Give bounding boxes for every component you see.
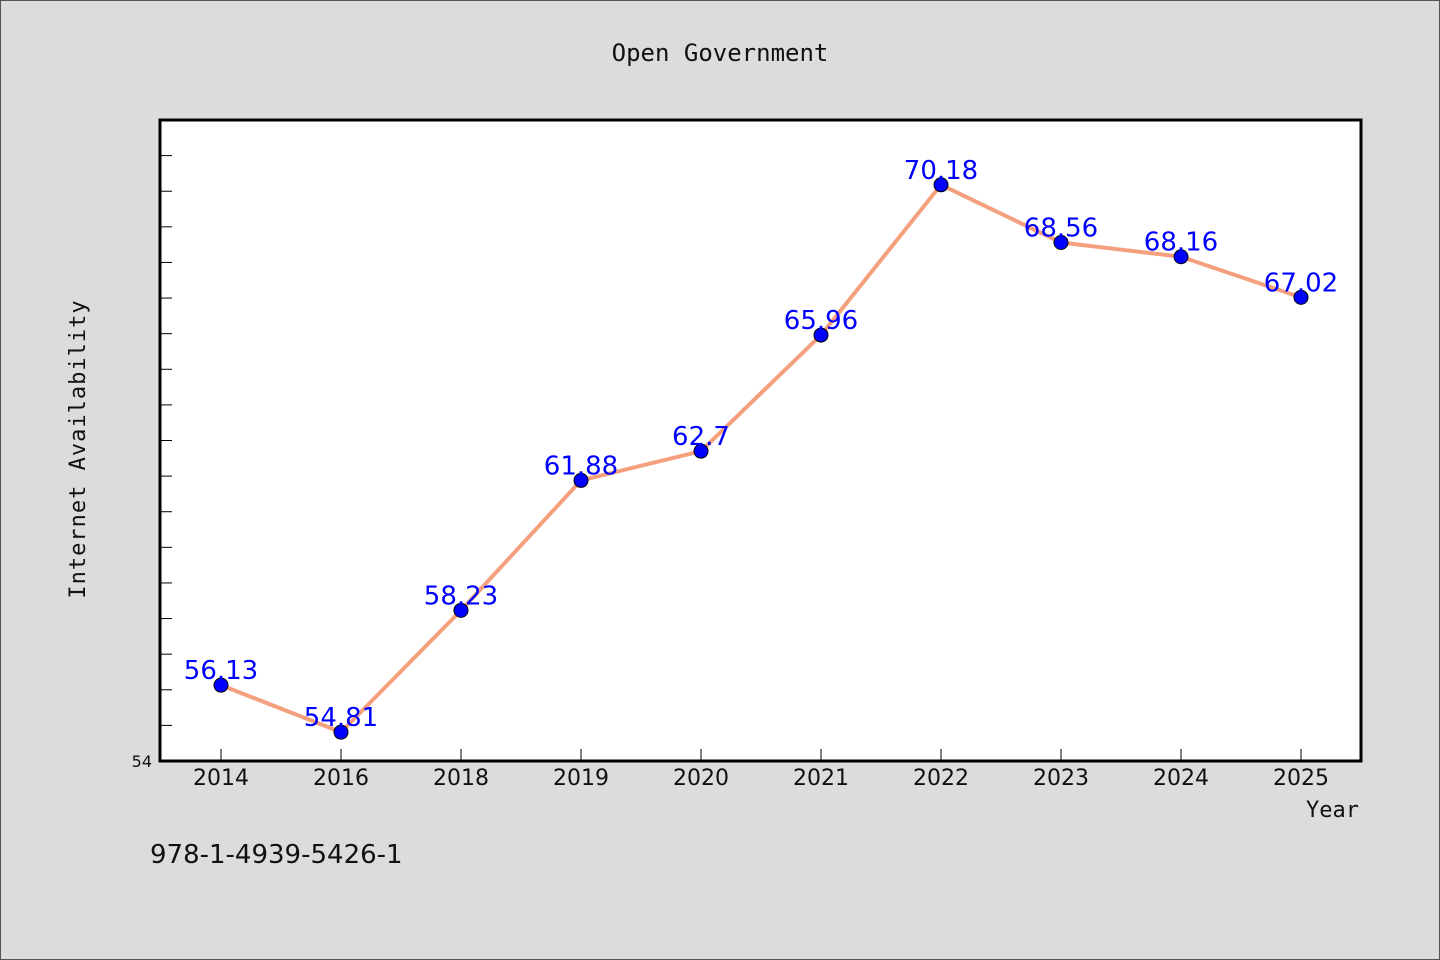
x-tick-label: 2020	[673, 766, 729, 791]
data-label-2022: 70.18	[904, 156, 978, 186]
x-tick-label: 2023	[1033, 766, 1089, 791]
x-tick-label: 2014	[193, 766, 249, 791]
data-label-2024: 68.16	[1144, 228, 1218, 258]
data-point-2025	[1293, 289, 1309, 305]
y-axis-label: Internet Availability	[66, 299, 91, 598]
data-point-2024	[1173, 249, 1189, 265]
data-point-2020	[693, 443, 709, 459]
data-point-2022	[933, 177, 949, 193]
data-point-2023	[1053, 235, 1069, 251]
data-point-2021	[813, 327, 829, 343]
data-label-2018: 58.23	[424, 581, 498, 611]
y-axis-ticks: 54	[132, 119, 172, 771]
data-point-2019	[573, 472, 589, 488]
series-layer: 56.13 54.81 58.23 61.88 62.7 65.96 70.18 68.56 6…	[184, 156, 1338, 740]
footer-identifier: 978-1-4939-5426-1	[150, 840, 403, 870]
series-line	[220, 182, 1302, 735]
data-label-2023: 68.56	[1024, 214, 1098, 244]
data-label-2014: 56.13	[184, 656, 258, 686]
x-tick-label: 2016	[313, 766, 369, 791]
x-axis-label: Year	[1306, 798, 1359, 823]
data-label-2025: 67.02	[1264, 268, 1338, 298]
x-axis-ticks: 2014 2016 2018 2019 2020 2021 2022 2023 2024 2025	[193, 749, 1329, 791]
x-tick-label: 2018	[433, 766, 489, 791]
data-point-2016	[333, 724, 349, 740]
data-label-2019: 61.88	[544, 451, 618, 481]
x-tick-label: 2021	[793, 766, 849, 791]
x-tick-label: 2025	[1273, 766, 1329, 791]
x-tick-label: 2024	[1153, 766, 1209, 791]
plot-area	[158, 118, 1363, 763]
x-tick-label: 2019	[553, 766, 609, 791]
data-point-2014	[213, 677, 229, 693]
chart-title: Open Government	[612, 39, 829, 67]
data-label-2021: 65.96	[784, 306, 858, 336]
data-label-2016: 54.81	[304, 703, 378, 733]
data-point-2018	[453, 602, 469, 618]
data-label-2020: 62.7	[672, 422, 730, 452]
x-tick-label: 2022	[913, 766, 969, 791]
y-tick-label: 54	[132, 752, 152, 771]
